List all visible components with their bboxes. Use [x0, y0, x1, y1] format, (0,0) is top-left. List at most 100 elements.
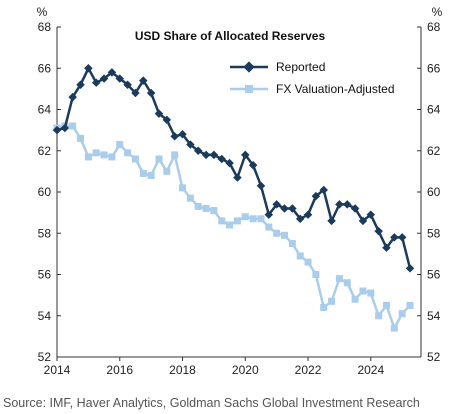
- data-point: [124, 149, 132, 157]
- y-tick-label-left: 60: [38, 185, 52, 199]
- y-tick-label-left: 62: [38, 144, 52, 158]
- data-point: [69, 122, 77, 130]
- data-point: [217, 154, 226, 164]
- data-point: [405, 264, 415, 273]
- data-point: [256, 181, 266, 191]
- data-point: [193, 146, 203, 155]
- series-line-reported: [56, 67, 412, 269]
- y-axis-right: 52 54 56 58 60 62 64 66 68: [417, 20, 441, 364]
- x-tick-label: 2014: [44, 363, 71, 377]
- y-tick-label-right: 60: [427, 185, 441, 199]
- data-point: [52, 125, 62, 135]
- data-point: [123, 80, 132, 89]
- legend-label-reported: Reported: [276, 60, 325, 74]
- series-layer: [52, 64, 415, 332]
- y-tick-label-right: 66: [427, 61, 441, 75]
- data-point: [186, 194, 194, 202]
- chart-title: USD Share of Allocated Reserves: [135, 29, 326, 43]
- y-tick-label-left: 54: [38, 309, 52, 323]
- data-point: [233, 217, 241, 225]
- y-tick-label-right: 56: [427, 268, 441, 282]
- data-point: [92, 149, 100, 157]
- x-tick-label: 2024: [357, 363, 384, 377]
- data-point: [406, 301, 414, 309]
- data-point: [91, 78, 101, 87]
- x-tick-label: 2016: [106, 363, 133, 377]
- x-tick-label: 2018: [169, 363, 196, 377]
- data-point: [288, 240, 296, 248]
- data-point: [210, 207, 218, 215]
- series-fx-valuation-adjusted: [53, 122, 414, 332]
- data-point: [288, 204, 297, 213]
- data-point: [335, 275, 343, 283]
- data-point: [179, 184, 187, 192]
- data-point: [241, 150, 250, 160]
- y-tick-label-left: 52: [38, 350, 52, 364]
- data-point: [116, 141, 124, 149]
- y-axis-left: 52 54 56 58 60 62 64 66 68: [38, 20, 61, 364]
- data-point: [358, 216, 368, 226]
- data-point: [328, 297, 336, 305]
- data-point: [154, 109, 164, 118]
- data-point: [312, 271, 320, 278]
- data-point: [397, 233, 407, 242]
- legend-item-reported: Reported: [230, 60, 325, 74]
- data-point: [296, 252, 304, 260]
- y-unit-right: %: [432, 5, 443, 19]
- data-point: [374, 226, 383, 236]
- data-point: [335, 200, 344, 209]
- legend-label-fx-adjusted: FX Valuation-Adjusted: [276, 82, 395, 96]
- data-point: [139, 169, 147, 177]
- data-point: [366, 210, 376, 219]
- data-point: [327, 216, 336, 226]
- y-tick-label-left: 64: [38, 103, 52, 117]
- y-tick-label-right: 54: [427, 309, 441, 323]
- plot-frame: [56, 27, 422, 358]
- data-point: [162, 115, 172, 125]
- data-point: [146, 88, 156, 98]
- data-point: [319, 185, 328, 195]
- data-point: [233, 173, 242, 182]
- y-tick-label-right: 52: [427, 350, 441, 364]
- y-tick-label-left: 66: [38, 61, 52, 75]
- series-reported: [52, 64, 415, 273]
- data-point: [350, 204, 360, 213]
- data-point: [100, 151, 108, 159]
- data-point: [108, 153, 116, 161]
- data-point: [382, 301, 390, 309]
- data-point: [264, 210, 274, 219]
- data-point: [311, 191, 321, 201]
- data-point: [107, 68, 117, 77]
- data-point: [131, 155, 139, 163]
- data-point: [194, 202, 202, 210]
- y-unit-left: %: [37, 5, 48, 19]
- data-point: [249, 215, 257, 223]
- data-point: [163, 167, 171, 175]
- data-point: [131, 88, 140, 98]
- y-tick-label-left: 56: [38, 268, 52, 282]
- data-point: [382, 243, 391, 252]
- y-tick-label-right: 68: [427, 20, 441, 34]
- legend: Reported FX Valuation-Adjusted: [230, 60, 395, 96]
- data-point: [343, 279, 351, 287]
- data-point: [147, 172, 155, 179]
- data-point: [99, 74, 109, 83]
- data-point: [320, 304, 328, 311]
- data-point: [155, 155, 163, 163]
- data-point: [186, 140, 195, 149]
- data-point: [343, 200, 352, 209]
- data-point: [390, 233, 399, 242]
- data-point: [367, 289, 375, 297]
- data-point: [201, 150, 211, 160]
- data-point: [171, 151, 179, 159]
- data-point: [139, 76, 148, 85]
- source-note: Source: IMF, Haver Analytics, Goldman Sa…: [3, 396, 420, 410]
- legend-item-fx-adjusted: FX Valuation-Adjusted: [230, 82, 395, 96]
- x-tick-label: 2022: [295, 363, 322, 377]
- data-point: [272, 200, 281, 209]
- y-tick-label-right: 64: [427, 103, 441, 117]
- data-point: [398, 310, 406, 318]
- y-tick-label-left: 58: [38, 226, 52, 240]
- data-point: [225, 158, 234, 168]
